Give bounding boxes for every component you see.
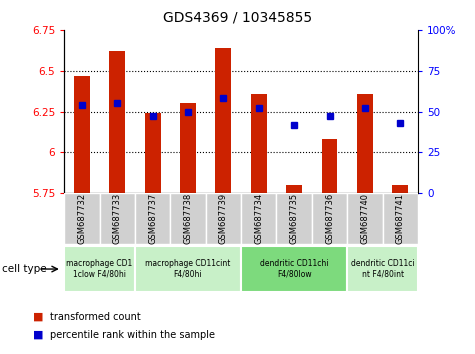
Bar bbox=[392, 185, 408, 193]
Bar bbox=[347, 193, 383, 244]
Bar bbox=[74, 76, 90, 193]
Text: GSM687740: GSM687740 bbox=[361, 193, 370, 244]
Text: transformed count: transformed count bbox=[50, 312, 141, 322]
Bar bbox=[99, 193, 135, 244]
Text: GSM687737: GSM687737 bbox=[148, 193, 157, 244]
Bar bbox=[241, 193, 276, 244]
Text: percentile rank within the sample: percentile rank within the sample bbox=[50, 330, 215, 339]
Bar bbox=[241, 246, 347, 292]
Bar bbox=[347, 246, 418, 292]
Bar bbox=[180, 103, 196, 193]
Text: GSM687734: GSM687734 bbox=[254, 193, 263, 244]
Bar bbox=[276, 193, 312, 244]
Bar bbox=[251, 93, 267, 193]
Text: ■: ■ bbox=[33, 312, 44, 322]
Text: macrophage CD1
1clow F4/80hi: macrophage CD1 1clow F4/80hi bbox=[66, 259, 133, 279]
Bar bbox=[64, 193, 100, 244]
Text: ■: ■ bbox=[33, 330, 44, 339]
Bar bbox=[135, 246, 241, 292]
Text: GSM687735: GSM687735 bbox=[290, 193, 299, 244]
Text: macrophage CD11cint
F4/80hi: macrophage CD11cint F4/80hi bbox=[145, 259, 231, 279]
Bar bbox=[135, 193, 171, 244]
Bar bbox=[206, 193, 241, 244]
Bar bbox=[312, 193, 347, 244]
Bar bbox=[144, 113, 161, 193]
Bar bbox=[286, 185, 302, 193]
Text: dendritic CD11ci
nt F4/80int: dendritic CD11ci nt F4/80int bbox=[351, 259, 414, 279]
Text: dendritic CD11chi
F4/80low: dendritic CD11chi F4/80low bbox=[260, 259, 328, 279]
Text: GSM687733: GSM687733 bbox=[113, 193, 122, 244]
Text: GSM687732: GSM687732 bbox=[77, 193, 86, 244]
Text: GSM687736: GSM687736 bbox=[325, 193, 334, 244]
Bar bbox=[383, 193, 418, 244]
Bar bbox=[109, 51, 125, 193]
Text: GSM687739: GSM687739 bbox=[219, 193, 228, 244]
Text: cell type: cell type bbox=[2, 264, 47, 274]
Text: GSM687738: GSM687738 bbox=[183, 193, 192, 244]
Bar bbox=[215, 48, 231, 193]
Text: GSM687741: GSM687741 bbox=[396, 193, 405, 244]
Bar bbox=[322, 139, 338, 193]
Bar bbox=[357, 93, 373, 193]
Text: GDS4369 / 10345855: GDS4369 / 10345855 bbox=[163, 11, 312, 25]
Bar bbox=[64, 246, 135, 292]
Bar bbox=[170, 193, 206, 244]
